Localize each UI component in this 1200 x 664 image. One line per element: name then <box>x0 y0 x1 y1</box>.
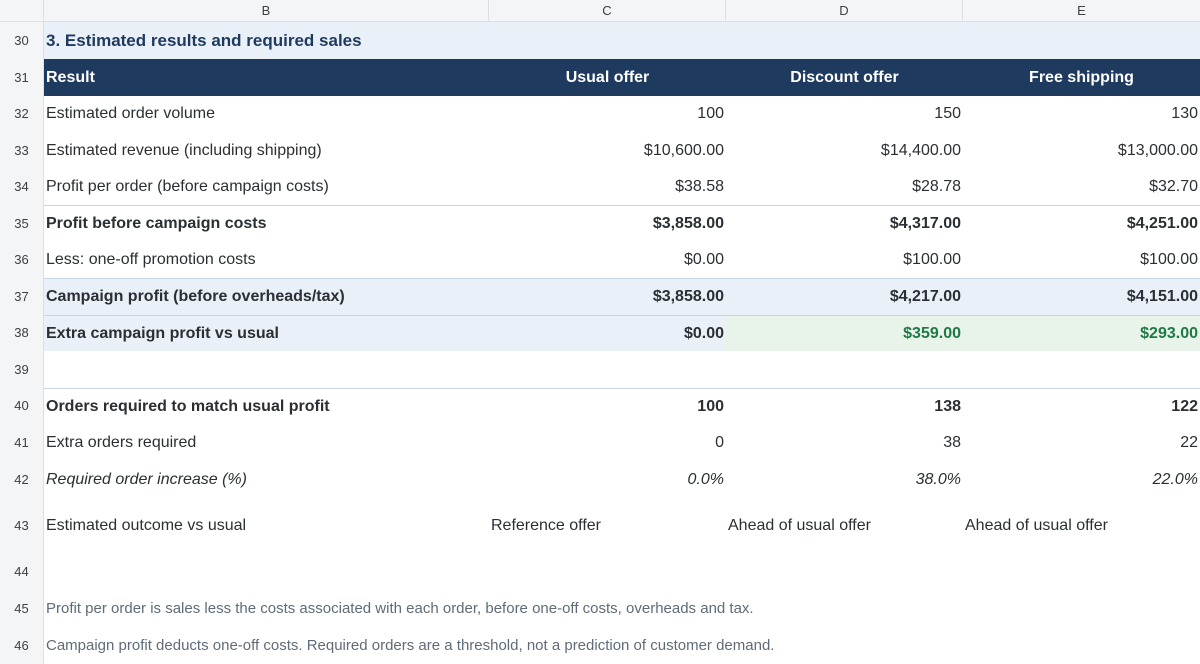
footnote[interactable]: Campaign profit deducts one-off costs. R… <box>46 637 775 654</box>
row-number[interactable]: 35 <box>0 205 44 242</box>
value-cell-d[interactable]: 138 <box>934 397 961 415</box>
value-cell-e[interactable]: 22.0% <box>1152 470 1198 488</box>
row-label[interactable]: Required order increase (%) <box>46 470 247 488</box>
value-cell-e[interactable]: $32.70 <box>1149 178 1198 195</box>
positive-highlight <box>726 316 1200 351</box>
sheet-row: Profit per order (before campaign costs)… <box>44 169 1200 205</box>
row-label[interactable]: Profit before campaign costs <box>46 215 267 232</box>
column-header-c[interactable]: C <box>489 0 726 22</box>
row-number[interactable]: 38 <box>0 315 44 351</box>
row-label[interactable]: Profit per order (before campaign costs) <box>46 178 329 195</box>
row-label[interactable]: Orders required to match usual profit <box>46 397 330 415</box>
value-cell-e[interactable]: $293.00 <box>1140 324 1198 342</box>
sheet-row <box>44 351 1200 388</box>
sheet-row: Campaign profit deducts one-off costs. R… <box>44 627 1200 664</box>
row-number[interactable]: 42 <box>0 461 44 498</box>
sheet-row <box>44 554 1200 590</box>
sheet-row: Extra campaign profit vs usual $0.00 $359.… <box>44 315 1200 351</box>
row-label[interactable]: Estimated order volume <box>46 105 215 122</box>
row-label[interactable]: Less: one-off promotion costs <box>46 251 256 268</box>
row-number[interactable]: 37 <box>0 278 44 315</box>
sheet-row: Estimated order volume 100 150 130 <box>44 96 1200 132</box>
sheet-row: Estimated revenue (including shipping) $1… <box>44 132 1200 169</box>
value-cell-d[interactable]: $359.00 <box>903 324 961 342</box>
value-cell-e[interactable]: 130 <box>1171 105 1198 122</box>
sheet-row: Estimated outcome vs usual Reference offe… <box>44 498 1200 554</box>
value-cell-e[interactable]: Ahead of usual offer <box>965 517 1108 534</box>
row-label[interactable]: Estimated revenue (including shipping) <box>46 141 322 159</box>
value-cell-d[interactable]: 150 <box>934 105 961 122</box>
value-cell-d[interactable]: Ahead of usual offer <box>728 517 871 534</box>
value-cell-e[interactable]: 122 <box>1171 397 1198 415</box>
row-number[interactable]: 30 <box>0 22 44 59</box>
value-cell-c[interactable]: $3,858.00 <box>652 288 724 305</box>
value-cell-e[interactable]: $4,151.00 <box>1126 288 1198 305</box>
sheet-row: Required order increase (%) 0.0% 38.0% 22.0… <box>44 461 1200 498</box>
value-cell-d[interactable]: $4,217.00 <box>889 288 961 305</box>
row-label[interactable]: Extra campaign profit vs usual <box>46 324 279 342</box>
row-label[interactable]: Estimated outcome vs usual <box>46 517 247 534</box>
column-header-b[interactable]: B <box>44 0 489 22</box>
value-cell-c[interactable]: 100 <box>697 397 724 415</box>
value-cell-c[interactable]: $10,600.00 <box>643 141 724 159</box>
sheet-row: 3. Estimated results and required sales <box>44 22 1200 59</box>
value-cell-d[interactable]: $100.00 <box>903 251 961 268</box>
value-cell-e[interactable]: Free shipping <box>1029 68 1134 86</box>
value-cell-c[interactable]: 0 <box>715 433 724 451</box>
value-cell-c[interactable]: Usual offer <box>565 68 650 86</box>
value-cell-e[interactable]: 22 <box>1180 433 1198 451</box>
value-cell-d[interactable]: 38.0% <box>915 470 961 488</box>
row-number[interactable]: 46 <box>0 627 44 664</box>
row-number[interactable]: 33 <box>0 132 44 169</box>
sheet-row: Result Usual offer Discount offer Free ship… <box>44 59 1200 96</box>
row-label[interactable]: Result <box>46 68 95 86</box>
value-cell-c[interactable]: $0.00 <box>683 324 724 342</box>
footnote[interactable]: Profit per order is sales less the costs… <box>46 600 754 617</box>
row-number[interactable]: 36 <box>0 242 44 278</box>
value-cell-c[interactable]: 0.0% <box>687 470 724 488</box>
row-number[interactable]: 32 <box>0 96 44 132</box>
value-cell-d[interactable]: Discount offer <box>790 68 899 86</box>
row-label[interactable]: Campaign profit (before overheads/tax) <box>46 288 345 305</box>
value-cell-c[interactable]: $0.00 <box>683 251 724 268</box>
value-cell-d[interactable]: $28.78 <box>912 178 961 195</box>
sheet-row: Less: one-off promotion costs $0.00 $100.0… <box>44 242 1200 278</box>
value-cell-c[interactable]: $3,858.00 <box>652 215 724 232</box>
row-number[interactable]: 40 <box>0 388 44 424</box>
row-number[interactable]: 34 <box>0 169 44 205</box>
value-cell-e[interactable]: $13,000.00 <box>1117 141 1198 159</box>
row-number[interactable]: 45 <box>0 590 44 627</box>
row-number[interactable]: 39 <box>0 351 44 388</box>
sheet-row: Extra orders required 0 38 22 <box>44 424 1200 461</box>
column-header-e[interactable]: E <box>963 0 1200 22</box>
row-number[interactable]: 41 <box>0 424 44 461</box>
row-number[interactable]: 43 <box>0 498 44 554</box>
value-cell-e[interactable]: $4,251.00 <box>1126 215 1198 232</box>
sheet-row: Profit per order is sales less the costs… <box>44 590 1200 627</box>
section-title[interactable]: 3. Estimated results and required sales <box>46 30 362 50</box>
row-number[interactable]: 31 <box>0 59 44 96</box>
value-cell-d[interactable]: $4,317.00 <box>889 215 961 232</box>
value-cell-c[interactable]: 100 <box>697 105 724 122</box>
value-cell-e[interactable]: $100.00 <box>1140 251 1198 268</box>
corner-cell[interactable] <box>0 0 44 22</box>
value-cell-c[interactable]: Reference offer <box>491 517 601 534</box>
sheet-row: Profit before campaign costs $3,858.00 $4,… <box>44 205 1200 242</box>
row-number[interactable]: 44 <box>0 554 44 590</box>
sheet-row: Orders required to match usual profit 100… <box>44 388 1200 424</box>
value-cell-d[interactable]: $14,400.00 <box>880 141 961 159</box>
column-header-d[interactable]: D <box>726 0 963 22</box>
row-label[interactable]: Extra orders required <box>46 433 197 451</box>
value-cell-c[interactable]: $38.58 <box>675 178 724 195</box>
value-cell-d[interactable]: 38 <box>943 433 961 451</box>
sheet-row: Campaign profit (before overheads/tax) $3… <box>44 278 1200 315</box>
